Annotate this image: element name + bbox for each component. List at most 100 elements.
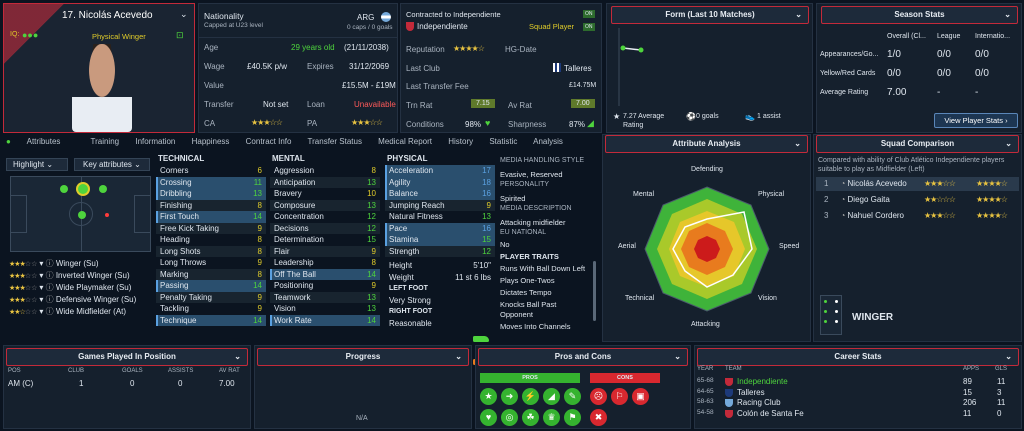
scrollbar[interactable]: [593, 261, 596, 321]
pros-cons-header[interactable]: Pros and Cons ⌄: [478, 348, 688, 366]
last-club-value[interactable]: Talleres: [564, 64, 592, 73]
attribute-row[interactable]: Flair 9: [270, 245, 380, 257]
tab-history[interactable]: History: [448, 137, 474, 146]
attribute-row[interactable]: Positioning 9: [270, 280, 380, 292]
games-header[interactable]: Games Played In Position ⌄: [6, 348, 248, 366]
attribute-row[interactable]: Bravery 10: [270, 188, 380, 200]
attribute-row[interactable]: Anticipation 13: [270, 176, 380, 188]
form-goals: 0 goals: [696, 113, 719, 120]
heart-icon[interactable]: ♥: [480, 409, 497, 426]
attribute-row[interactable]: Aggression 8: [270, 165, 380, 177]
tab-transfer-status[interactable]: Transfer Status: [307, 137, 362, 146]
career-team[interactable]: Colón de Santa Fe: [737, 408, 804, 418]
analysis-header[interactable]: Attribute Analysis ⌄: [605, 135, 808, 153]
attribute-row[interactable]: Passing 14: [156, 280, 266, 292]
attribute-row[interactable]: Tackling 9: [156, 303, 266, 315]
club-name[interactable]: Independiente: [417, 22, 468, 31]
trophy-icon[interactable]: ♛: [543, 409, 560, 426]
chevron-down-icon[interactable]: ⌄: [455, 352, 462, 361]
attribute-row[interactable]: Vision 13: [270, 303, 380, 315]
form-header[interactable]: Form (Last 10 Matches) ⌄: [611, 6, 809, 24]
career-team[interactable]: Talleres: [737, 387, 765, 397]
tackle-icon[interactable]: ✖: [590, 409, 607, 426]
lock-icon[interactable]: ⊡: [176, 30, 184, 40]
attribute-row[interactable]: Balance 16: [385, 188, 495, 200]
attribute-row[interactable]: Dribbling 13: [156, 188, 266, 200]
squad-row[interactable]: 3 ◔ Nahuel Cordero ★★★☆☆ ★★★★☆: [816, 209, 1019, 223]
role-row[interactable]: ★★★☆☆ ▾ ⓘ Winger (Su): [9, 259, 99, 268]
chevron-down-icon[interactable]: ⌄: [234, 352, 241, 361]
attribute-row[interactable]: Heading 8: [156, 234, 266, 246]
role-row[interactable]: ★★★☆☆ ▾ ⓘ Wide Playmaker (Su): [9, 283, 132, 292]
bolt-icon[interactable]: ⚡: [522, 388, 539, 405]
attribute-row[interactable]: First Touch 14: [156, 211, 266, 223]
attribute-row[interactable]: Agility 18: [385, 176, 495, 188]
attribute-row[interactable]: Teamwork 13: [270, 291, 380, 303]
chevron-down-icon[interactable]: ⌄: [795, 10, 802, 19]
boot-icon[interactable]: ◢: [543, 388, 560, 405]
face-icon[interactable]: ☹: [590, 388, 607, 405]
attribute-row[interactable]: Concentration 12: [270, 211, 380, 223]
attribute-row[interactable]: Leadership 8: [270, 257, 380, 269]
attribute-row[interactable]: Technique 14: [156, 314, 266, 326]
chevron-down-icon[interactable]: ⌄: [794, 139, 801, 148]
chevron-down-icon[interactable]: ⌄: [1005, 139, 1012, 148]
media-style-value: Evasive, Reserved: [500, 170, 563, 179]
chevron-down-icon[interactable]: ⌄: [180, 9, 188, 19]
attribute-row[interactable]: Strength 12: [385, 245, 495, 257]
attribute-row[interactable]: Penalty Taking 9: [156, 291, 266, 303]
attribute-row[interactable]: Off The Ball 14: [270, 268, 380, 280]
attribute-row[interactable]: Acceleration 17: [385, 165, 495, 177]
attribute-row[interactable]: Free Kick Taking 9: [156, 222, 266, 234]
squad-row[interactable]: 1 ◔ Nicolás Acevedo ★★★☆☆ ★★★★☆: [816, 177, 1019, 191]
tab-contract-info[interactable]: Contract Info: [245, 137, 292, 146]
attribute-row[interactable]: Long Shots 8: [156, 245, 266, 257]
view-player-stats-button[interactable]: View Player Stats ›: [934, 113, 1018, 128]
season-header[interactable]: Season Stats ⌄: [821, 6, 1018, 24]
progress-header[interactable]: Progress ⌄: [257, 348, 469, 366]
tab-happiness[interactable]: Happiness: [191, 137, 230, 146]
attribute-row[interactable]: Natural Fitness 13: [385, 211, 495, 223]
attribute-row[interactable]: Marking 8: [156, 268, 266, 280]
attribute-row[interactable]: Composure 13: [270, 199, 380, 211]
pass-icon[interactable]: ✎: [564, 388, 581, 405]
attribute-row[interactable]: Determination 15: [270, 234, 380, 246]
squad-row[interactable]: 2 ◔ Diego Gaita ★★☆☆☆ ★★★★☆: [816, 193, 1019, 207]
run-icon[interactable]: ➜: [501, 388, 518, 405]
attribute-row[interactable]: Stamina 15: [385, 234, 495, 246]
chevron-down-icon[interactable]: ⌄: [1004, 10, 1011, 19]
tab-analysis[interactable]: Analysis: [533, 137, 563, 146]
role-row[interactable]: ★★★☆☆ ▾ ⓘ Inverted Winger (Su): [9, 271, 130, 280]
career-team[interactable]: Independiente: [737, 377, 788, 386]
tab-information[interactable]: Information: [135, 137, 176, 146]
attribute-row[interactable]: Long Throws 9: [156, 257, 266, 269]
key-attributes-dropdown[interactable]: Key attributes ⌄: [74, 158, 150, 171]
squad-header[interactable]: Squad Comparison ⌄: [816, 135, 1019, 153]
attribute-row[interactable]: Work Rate 14: [270, 314, 380, 326]
tab-training[interactable]: Training: [90, 137, 120, 146]
target-icon[interactable]: ◎: [501, 409, 518, 426]
chevron-down-icon[interactable]: ⌄: [674, 352, 681, 361]
attribute-row[interactable]: Pace 16: [385, 222, 495, 234]
lungs-icon[interactable]: ☘: [522, 409, 539, 426]
role-row[interactable]: ★★☆☆☆ ▾ ⓘ Wide Midfielder (At): [9, 307, 127, 316]
attribute-row[interactable]: Decisions 12: [270, 222, 380, 234]
attribute-row[interactable]: Corners 6: [156, 165, 266, 177]
goal-icon[interactable]: ▣: [632, 388, 649, 405]
attribute-row[interactable]: Finishing 8: [156, 199, 266, 211]
career-col: TEAM: [725, 366, 742, 372]
attribute-row[interactable]: Crossing 11: [156, 176, 266, 188]
player-name[interactable]: 17. Nicolás Acevedo: [62, 10, 153, 21]
highlight-dropdown[interactable]: Highlight ⌄: [6, 158, 68, 171]
chevron-down-icon[interactable]: ⌄: [1005, 352, 1012, 361]
flag-icon[interactable]: ⚑: [564, 409, 581, 426]
career-header[interactable]: Career Stats ⌄: [697, 348, 1019, 366]
corner-flag-icon[interactable]: ⚐: [611, 388, 628, 405]
career-team[interactable]: Racing Club: [737, 398, 781, 407]
tab-medical-report[interactable]: Medical Report: [378, 137, 432, 146]
star-icon[interactable]: ★: [480, 388, 497, 405]
attribute-row[interactable]: Jumping Reach 9: [385, 199, 495, 211]
tab-statistic[interactable]: Statistic: [489, 137, 518, 146]
tab-attributes[interactable]: ● Attributes: [6, 137, 61, 146]
role-row[interactable]: ★★★☆☆ ▾ ⓘ Defensive Winger (Su): [9, 295, 137, 304]
